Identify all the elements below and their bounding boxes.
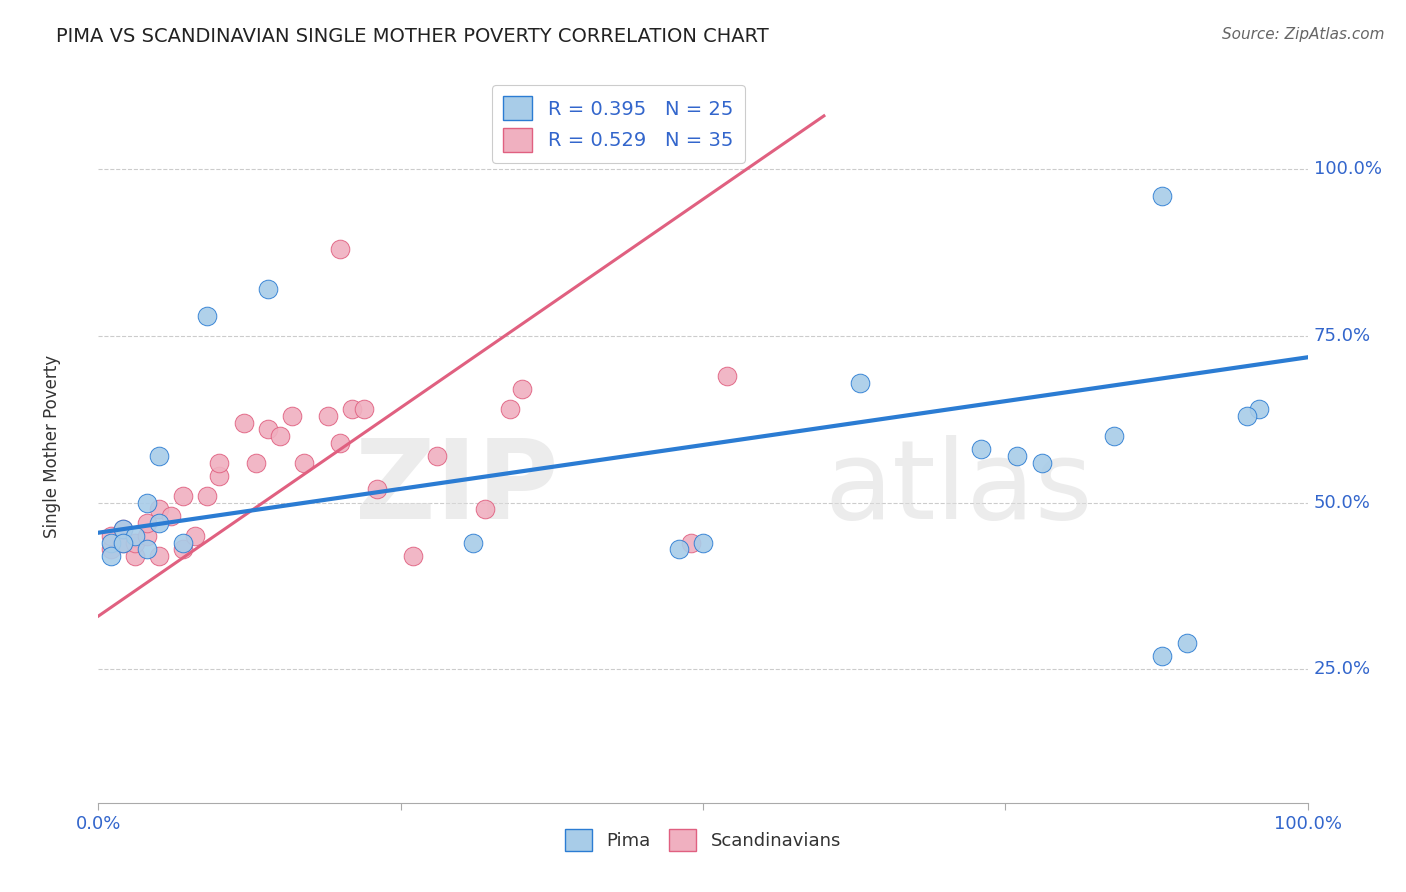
Point <box>269 429 291 443</box>
Point <box>208 456 231 470</box>
Point <box>510 382 533 396</box>
Point <box>111 535 134 549</box>
Text: 50.0%: 50.0% <box>1313 493 1371 512</box>
Point <box>256 422 278 436</box>
Point <box>208 469 231 483</box>
Point <box>148 502 170 516</box>
Point <box>256 282 278 296</box>
Point <box>135 542 157 557</box>
Point <box>329 435 352 450</box>
Point <box>111 522 134 536</box>
Point <box>1031 456 1053 470</box>
Point <box>329 242 352 256</box>
Point <box>342 402 364 417</box>
Point <box>111 535 134 549</box>
Legend: Pima, Scandinavians: Pima, Scandinavians <box>558 822 848 858</box>
Point <box>426 449 449 463</box>
Text: PIMA VS SCANDINAVIAN SINGLE MOTHER POVERTY CORRELATION CHART: PIMA VS SCANDINAVIAN SINGLE MOTHER POVER… <box>56 27 769 45</box>
Point <box>124 529 146 543</box>
Point <box>232 416 254 430</box>
Point <box>172 489 194 503</box>
Point <box>1236 409 1258 423</box>
Point <box>292 456 315 470</box>
Point <box>366 483 388 497</box>
Point <box>849 376 872 390</box>
Point <box>160 509 183 524</box>
Point <box>474 502 496 516</box>
Point <box>172 535 194 549</box>
Point <box>124 535 146 549</box>
Point <box>1175 636 1198 650</box>
Point <box>1007 449 1029 463</box>
Point <box>245 456 267 470</box>
Text: 75.0%: 75.0% <box>1313 327 1371 345</box>
Text: 25.0%: 25.0% <box>1313 660 1371 679</box>
Point <box>353 402 375 417</box>
Point <box>498 402 520 417</box>
Text: ZIP: ZIP <box>354 435 558 542</box>
Point <box>148 549 170 563</box>
Point <box>148 449 170 463</box>
Point <box>716 368 738 383</box>
Point <box>135 516 157 530</box>
Point <box>1102 429 1125 443</box>
Point <box>135 496 157 510</box>
Point <box>679 535 702 549</box>
Point <box>970 442 993 457</box>
Text: 100.0%: 100.0% <box>1313 161 1382 178</box>
Point <box>100 542 122 557</box>
Point <box>124 549 146 563</box>
Point <box>135 529 157 543</box>
Point <box>195 489 218 503</box>
Point <box>1249 402 1271 417</box>
Point <box>1152 189 1174 203</box>
Point <box>281 409 304 423</box>
Point <box>402 549 425 563</box>
Text: atlas: atlas <box>824 435 1092 542</box>
Point <box>148 516 170 530</box>
Point <box>100 549 122 563</box>
Text: Source: ZipAtlas.com: Source: ZipAtlas.com <box>1222 27 1385 42</box>
Point <box>692 535 714 549</box>
Point <box>1152 649 1174 664</box>
Point <box>172 542 194 557</box>
Point <box>184 529 207 543</box>
Point <box>316 409 339 423</box>
Text: Single Mother Poverty: Single Mother Poverty <box>44 354 62 538</box>
Point <box>100 529 122 543</box>
Point <box>100 535 122 549</box>
Point <box>111 522 134 536</box>
Point <box>668 542 690 557</box>
Point <box>463 535 485 549</box>
Point <box>195 309 218 323</box>
